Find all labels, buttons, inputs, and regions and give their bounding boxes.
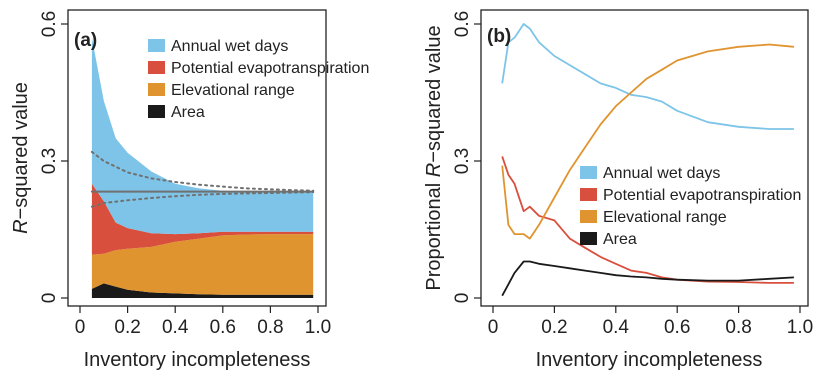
panel-a-x-tick-label: 0.2 — [114, 317, 140, 338]
panel-a-x-axis: 0 0.2 0.4 0.6 0.8 1.0 — [75, 306, 331, 338]
panel-a-label: (a) — [74, 30, 97, 51]
panel-b-legend-swatch — [580, 166, 597, 179]
line-elevational-range — [501, 43, 794, 240]
line-potential-evapotranspiration — [501, 156, 794, 284]
panel-b-y-axis-title-prefix: Proportional — [423, 177, 445, 290]
panel-b-x-tick-label: 0.6 — [664, 317, 690, 338]
panel-b-y-axis-title-italic: R — [423, 163, 445, 177]
panel-b: 0 0.2 0.4 0.6 0.8 1.0 0 0.3 0.6 (b) Inventory i… — [423, 9, 813, 371]
panel-b-y-tick-label: 0 — [452, 293, 473, 304]
area-potential-evapotranspiration — [91, 183, 314, 255]
area-annual-wet-days — [91, 37, 314, 235]
panel-a-y-axis-title: R−squared value — [10, 82, 32, 234]
panel-b-legend-label: Elevational range — [603, 209, 727, 226]
panel-a-reference-lines — [90, 150, 315, 208]
panel-a-x-tick-label: 0.8 — [257, 317, 283, 338]
panel-b-x-tick-label: 0.4 — [603, 317, 630, 338]
panel-b-y-tick-label: 0.3 — [452, 148, 473, 174]
panel-a-x-tick-label: 1.0 — [305, 317, 331, 338]
panel-a-y-tick-label: 0.6 — [39, 11, 60, 37]
area-area — [91, 283, 314, 298]
line-annual-wet-days — [501, 23, 794, 130]
panel-a-y-axis-title-italic: R — [10, 219, 32, 233]
panel-b-y-axis-title: Proportional R−squared value — [423, 25, 445, 290]
panel-b-x-axis: 0 0.2 0.4 0.6 0.8 1.0 — [488, 306, 813, 338]
panel-b-x-tick-label: 1.0 — [787, 317, 813, 338]
panel-a-plot-frame — [67, 9, 327, 307]
panel-b-plot-frame — [480, 9, 809, 307]
panel-a-y-tick-label: 0 — [39, 293, 60, 304]
panel-a-legend-swatch — [148, 39, 165, 52]
panel-b-label: (b) — [487, 26, 511, 47]
panel-a-legend-label: Elevational range — [171, 82, 295, 99]
panel-b-x-tick-label: 0 — [488, 317, 499, 338]
panel-b-lines — [501, 23, 794, 297]
panel-b-legend-swatch — [580, 188, 597, 201]
panel-b-legend-swatch — [580, 232, 597, 245]
panel-a-y-axis: 0 0.3 0.6 — [39, 11, 68, 304]
panel-a-legend-label: Annual wet days — [171, 38, 288, 55]
panel-b-legend-label: Annual wet days — [603, 165, 720, 182]
panel-a-legend-swatch — [148, 61, 165, 74]
panel-b-legend-swatch — [580, 210, 597, 223]
panel-b-x-axis-title: Inventory incompleteness — [536, 349, 763, 371]
panel-a-areas — [91, 37, 314, 298]
panel-b-y-axis-title-rest: −squared value — [423, 25, 445, 162]
panel-a: 0 0.2 0.4 0.6 0.8 1.0 0 0.3 0.6 (a) Inventory i… — [10, 9, 369, 371]
panel-a-legend: Annual wet days Potential evapotranspirat… — [148, 38, 369, 121]
panel-b-legend-label: Potential evapotranspiration — [603, 187, 801, 204]
panel-b-legend-label: Area — [603, 231, 637, 248]
panel-b-y-tick-label: 0.6 — [452, 11, 473, 37]
panel-b-x-tick-label: 0.2 — [541, 317, 567, 338]
panel-a-x-tick-label: 0.4 — [162, 317, 189, 338]
panel-b-y-axis: 0 0.3 0.6 — [452, 11, 481, 304]
line-area — [501, 260, 794, 297]
reference-line-dotted — [90, 191, 315, 208]
panel-a-x-tick-label: 0.6 — [210, 317, 236, 338]
panel-a-legend-label: Area — [171, 104, 205, 121]
area-elevational-range — [91, 234, 314, 295]
panel-b-legend: Annual wet days Potential evapotranspirat… — [580, 165, 801, 248]
panel-a-y-axis-title-rest: −squared value — [10, 82, 32, 219]
panel-a-legend-swatch — [148, 83, 165, 96]
panel-a-legend-label: Potential evapotranspiration — [171, 60, 369, 77]
panel-a-x-axis-title: Inventory incompleteness — [84, 349, 311, 371]
panel-a-y-tick-label: 0.3 — [39, 148, 60, 174]
reference-line-dotted — [90, 150, 315, 192]
panel-a-x-tick-label: 0 — [75, 317, 86, 338]
panel-b-x-tick-label: 0.8 — [725, 317, 751, 338]
panel-a-legend-swatch — [148, 105, 165, 118]
